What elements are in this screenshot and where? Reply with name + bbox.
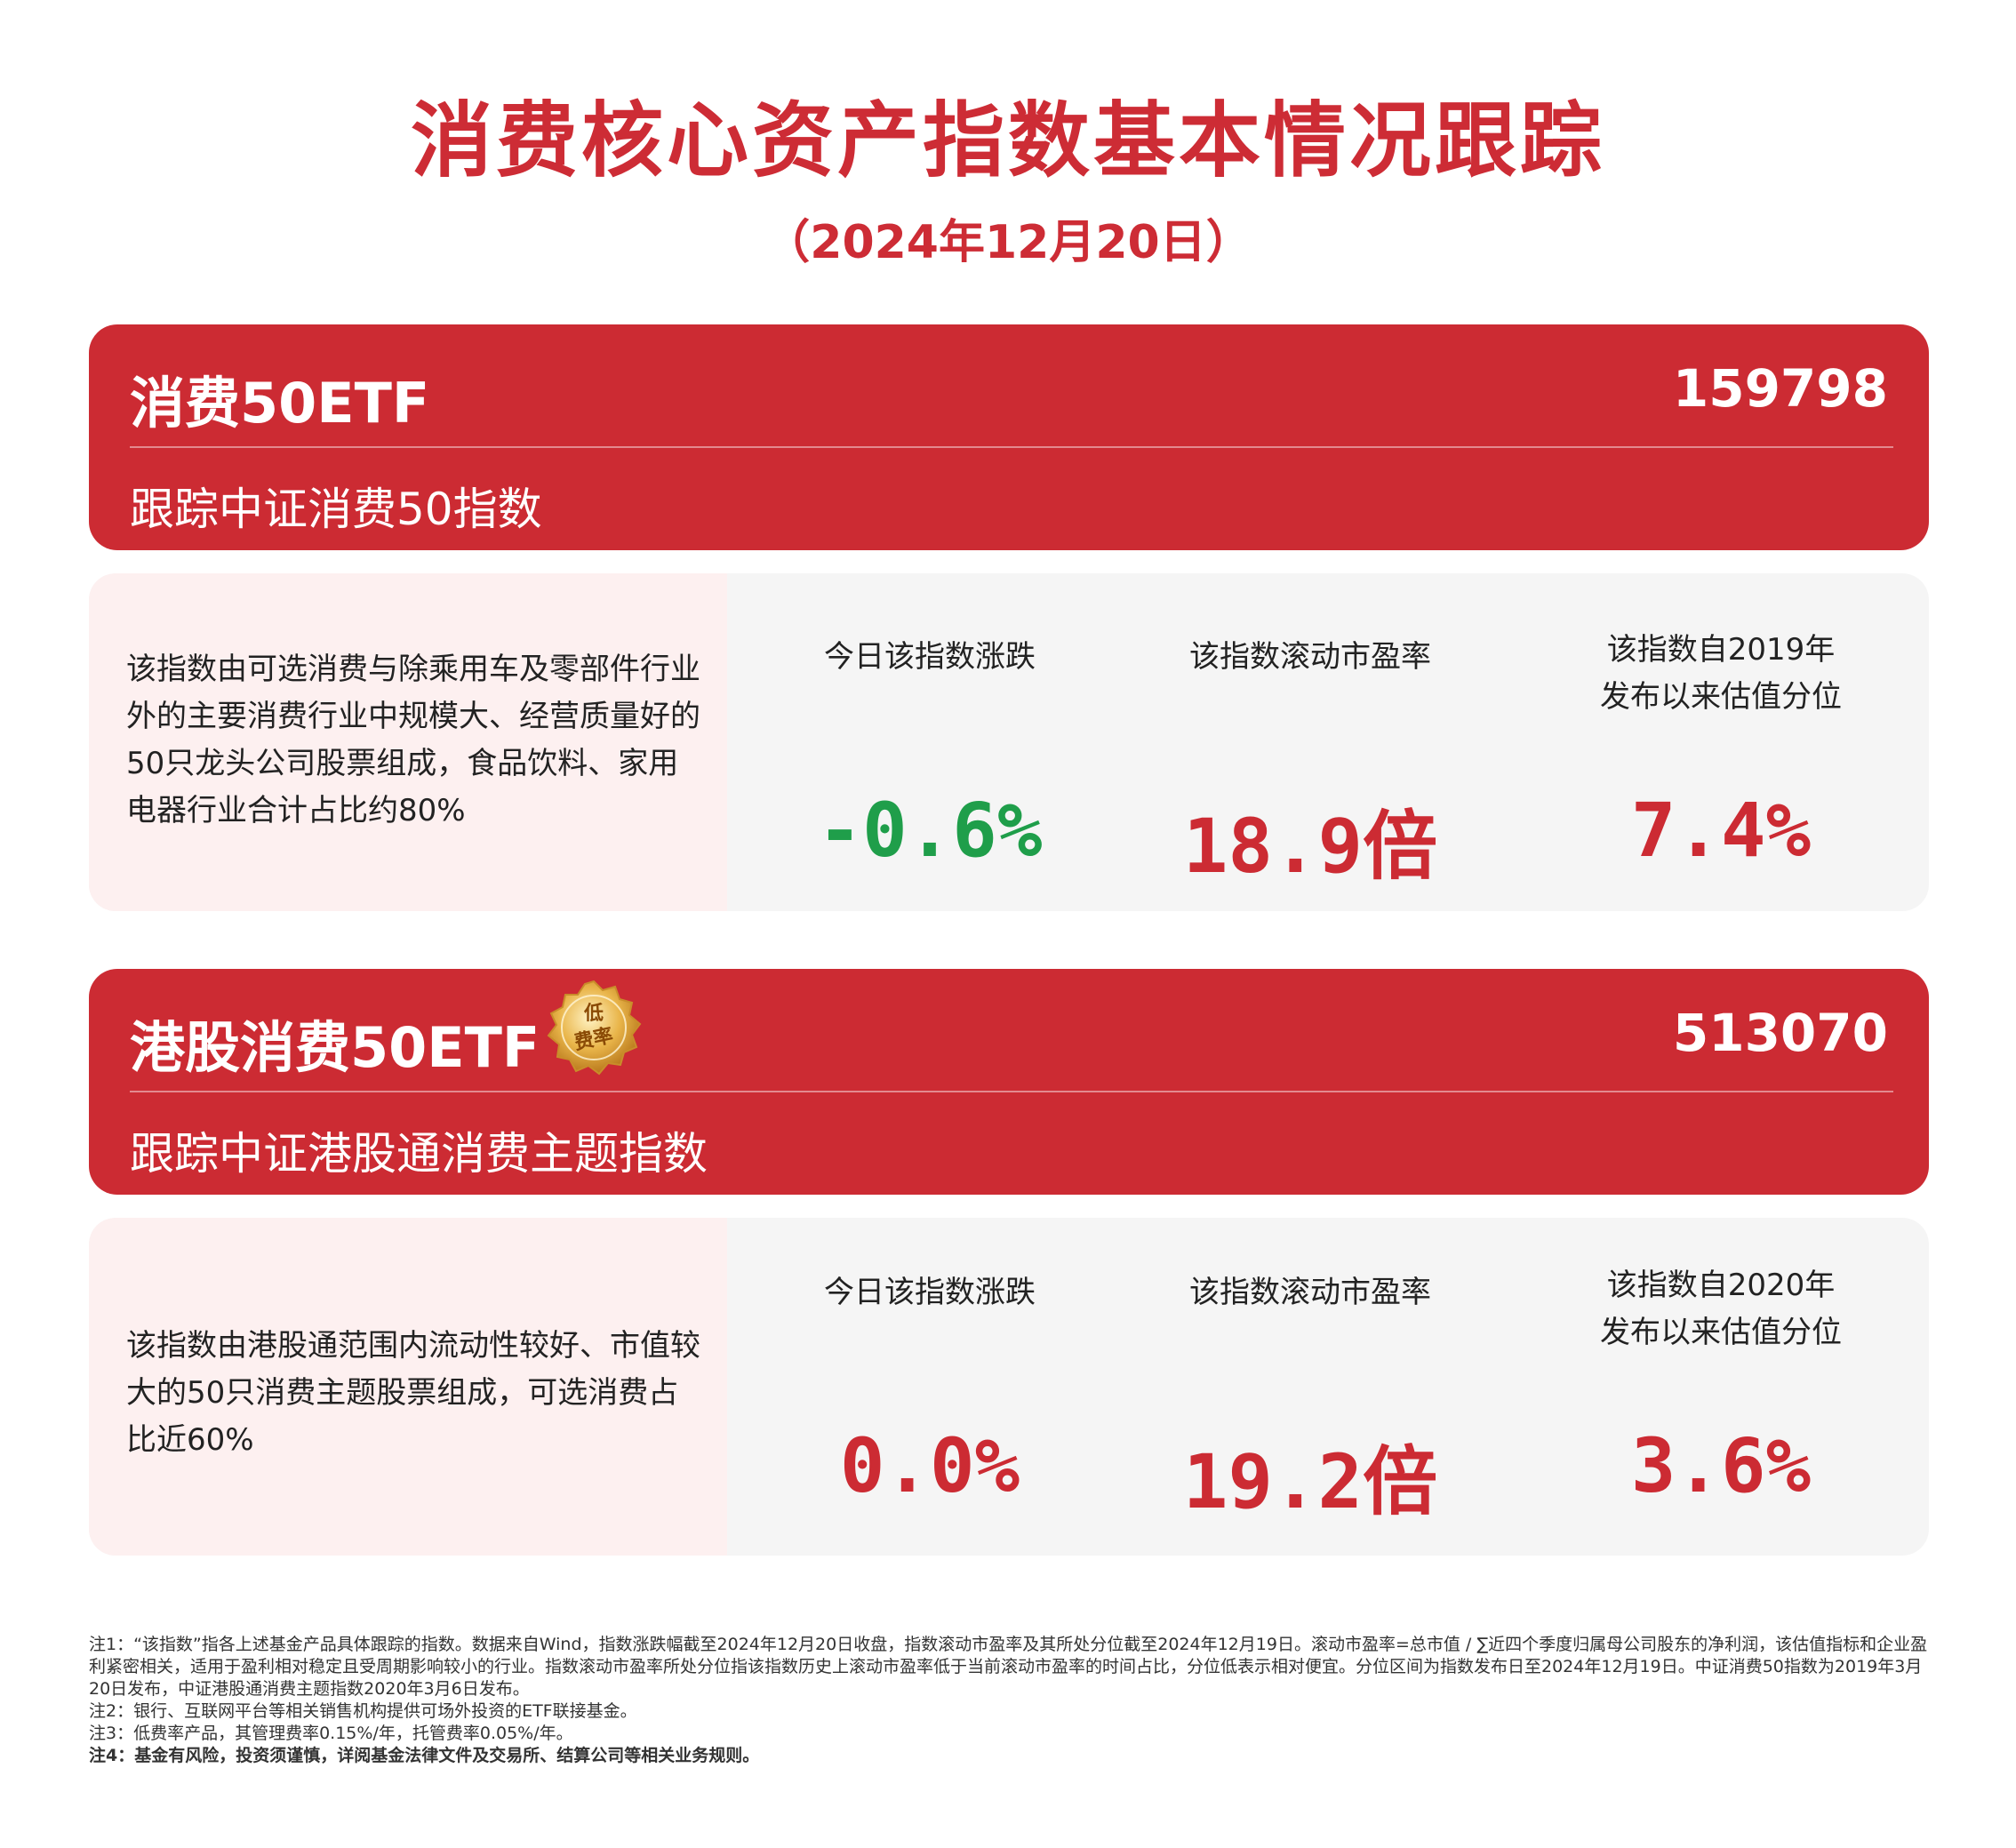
footnote-2: 注2：银行、互联网平台等相关销售机构提供可场外投资的ETF联接基金。: [89, 1701, 637, 1721]
metric-label-percentile-text: 该指数自2020年 发布以来估值分位: [1600, 1268, 1842, 1350]
metric-label-percentile-text: 该指数自2019年 发布以来估值分位: [1600, 632, 1842, 715]
low-fee-badge: 低 费率: [544, 978, 644, 1077]
header-divider: [130, 446, 1893, 448]
metric-label-pe: 该指数滚动市盈率: [1189, 639, 1431, 675]
seal-icon: 低 费率: [547, 980, 642, 1076]
fund-header: 港股消费50ETF 低 费率 513070 跟踪中证港股通消费主题指数: [89, 969, 1929, 1195]
footnote-1: 注1：“该指数”指各上述基金产品具体跟踪的指数。数据来自Wind，指数涨跌幅截至…: [89, 1635, 1928, 1699]
fund-info-card: 该指数由港股通范围内流动性较好、市值较大的50只消费主题股票组成，可选消费占比近…: [89, 1218, 1929, 1556]
metric-value-daily-change: 0.0%: [839, 1422, 1020, 1509]
fund-tracking-index: 跟踪中证消费50指数: [130, 484, 542, 535]
fund-name: 消费50ETF: [130, 371, 430, 436]
metric-value-pe: 18.9倍: [1182, 803, 1438, 890]
fund-tracking-index: 跟踪中证港股通消费主题指数: [130, 1128, 708, 1180]
page-title: 消费核心资产指数基本情况跟踪: [410, 93, 1605, 188]
fund-info-card: 该指数由可选消费与除乘用车及零部件行业外的主要消费行业中规模大、经营质量好的50…: [89, 573, 1929, 911]
metric-value-daily-change: -0.6%: [817, 787, 1043, 874]
metric-value-percentile: 3.6%: [1630, 1422, 1812, 1509]
description-panel: [89, 573, 727, 911]
footnote-4: 注4：基金有风险，投资须谨慎，详阅基金法律文件及交易所、结算公司等相关业务规则。: [89, 1746, 760, 1765]
fund-code: 513070: [1672, 1003, 1888, 1063]
index-description: 该指数由港股通范围内流动性较好、市值较大的50只消费主题股票组成，可选消费占比近…: [126, 1328, 700, 1458]
metric-value-percentile: 7.4%: [1630, 787, 1812, 874]
description-panel: [89, 1218, 727, 1556]
badge-text-line1: 低: [583, 1003, 604, 1025]
fund-name: 港股消费50ETF: [130, 1015, 540, 1080]
footnote-3: 注3：低费率产品，其管理费率0.15%/年，托管费率0.05%/年。: [89, 1724, 573, 1743]
metric-label-percentile: 该指数自2020年 发布以来估值分位: [1499, 1262, 1929, 1356]
metric-label-pe: 该指数滚动市盈率: [1189, 1275, 1431, 1310]
index-description: 该指数由可选消费与除乘用车及零部件行业外的主要消费行业中规模大、经营质量好的50…: [126, 652, 700, 828]
metric-value-pe: 19.2倍: [1182, 1438, 1438, 1525]
metric-label-daily-change: 今日该指数涨跌: [824, 639, 1036, 675]
metric-label-percentile: 该指数自2019年 发布以来估值分位: [1499, 627, 1929, 721]
footnotes: 注1：“该指数”指各上述基金产品具体跟踪的指数。数据来自Wind，指数涨跌幅截至…: [89, 1634, 1938, 1767]
fund-code: 159798: [1672, 358, 1888, 419]
page-date: （2024年12月20日）: [764, 216, 1252, 269]
metric-label-daily-change: 今日该指数涨跌: [824, 1275, 1036, 1310]
header-divider: [130, 1091, 1893, 1092]
fund-header: 消费50ETF 159798 跟踪中证消费50指数: [89, 324, 1929, 550]
